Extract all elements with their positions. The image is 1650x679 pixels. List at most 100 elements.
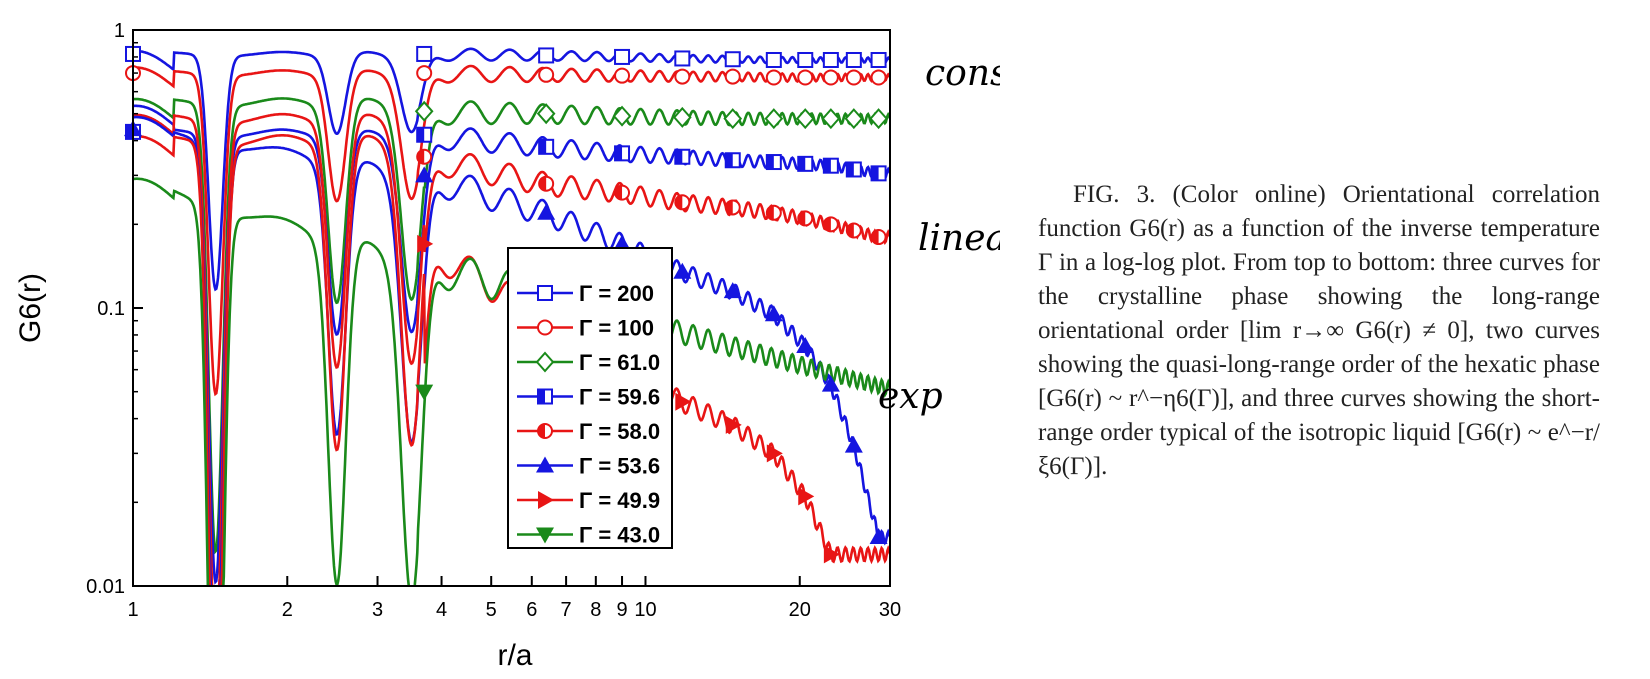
data-point bbox=[845, 161, 862, 178]
data-point bbox=[823, 545, 840, 564]
data-point bbox=[723, 282, 742, 299]
data-point bbox=[614, 145, 631, 162]
data-point bbox=[822, 216, 839, 233]
data-point bbox=[822, 69, 839, 86]
figure-caption: FIG. 3. (Color online) Orientational cor… bbox=[1038, 178, 1600, 484]
y-tick-label: 0.01 bbox=[86, 576, 125, 598]
x-tick-label: 30 bbox=[879, 599, 901, 621]
data-point bbox=[675, 392, 692, 411]
legend-box bbox=[507, 247, 673, 549]
x-tick-label: 20 bbox=[789, 599, 811, 621]
data-point bbox=[844, 436, 863, 453]
data-point bbox=[765, 154, 782, 171]
x-tick-label: 8 bbox=[590, 599, 601, 621]
legend-label: Γ = 58.0 bbox=[579, 419, 660, 444]
legend-label: Γ = 53.6 bbox=[579, 454, 660, 479]
data-point bbox=[538, 47, 555, 64]
data-point bbox=[724, 152, 741, 169]
data-point bbox=[797, 210, 814, 227]
legend-label: Γ = 61.0 bbox=[579, 350, 660, 375]
data-point bbox=[870, 165, 887, 182]
data-point bbox=[797, 155, 814, 172]
legend-label: Γ = 59.6 bbox=[579, 385, 660, 410]
data-point bbox=[674, 68, 691, 85]
annotation-exp: exp bbox=[878, 376, 943, 417]
x-tick-label: 3 bbox=[372, 599, 383, 621]
data-point bbox=[764, 305, 783, 322]
data-point bbox=[870, 229, 887, 246]
data-point bbox=[765, 204, 782, 221]
data-point bbox=[845, 51, 862, 68]
x-tick-label: 2 bbox=[282, 599, 293, 621]
data-point bbox=[536, 103, 556, 125]
data-point bbox=[821, 375, 840, 392]
data-point bbox=[765, 69, 782, 86]
x-tick-label: 6 bbox=[526, 599, 537, 621]
data-point bbox=[415, 384, 434, 401]
data-point bbox=[798, 487, 815, 506]
x-tick-label: 7 bbox=[561, 599, 572, 621]
data-point bbox=[614, 48, 631, 65]
data-point bbox=[613, 234, 632, 251]
data-point bbox=[538, 138, 555, 155]
data-point bbox=[869, 108, 888, 130]
data-point bbox=[538, 175, 555, 192]
x-tick-label: 10 bbox=[634, 599, 656, 621]
markers bbox=[124, 45, 888, 564]
legend-marker bbox=[536, 456, 554, 473]
legend-label: Γ = 43.0 bbox=[579, 523, 660, 548]
axis-ticks bbox=[132, 29, 891, 587]
legend-label: Γ = 49.9 bbox=[579, 488, 660, 513]
data-point bbox=[414, 100, 434, 122]
legend-marker bbox=[537, 285, 553, 301]
data-point bbox=[845, 222, 862, 239]
data-point bbox=[725, 415, 742, 434]
legend: Γ = 200 Γ = 100 Γ = 61.0 Γ = 59.6 Γ = 58.0 Γ … bbox=[507, 247, 673, 549]
data-point bbox=[614, 184, 631, 201]
y-axis-title: G6(r) bbox=[14, 273, 47, 343]
data-point bbox=[869, 528, 888, 545]
data-point bbox=[674, 194, 691, 211]
data-point bbox=[845, 69, 862, 86]
data-point bbox=[764, 108, 784, 130]
data-point bbox=[844, 108, 864, 130]
data-point bbox=[416, 65, 433, 82]
annotation-linear: linear bbox=[918, 218, 1000, 259]
x-tick-label: 5 bbox=[486, 599, 497, 621]
x-axis-title: r/a bbox=[497, 639, 532, 672]
series-line bbox=[133, 112, 890, 586]
legend-label: Γ = 200 bbox=[579, 281, 654, 306]
data-point bbox=[724, 68, 741, 85]
series-line bbox=[133, 64, 890, 397]
series-line bbox=[133, 104, 890, 585]
data-point bbox=[724, 199, 741, 216]
data-point bbox=[796, 336, 815, 353]
data-point bbox=[673, 262, 692, 279]
data-point bbox=[537, 203, 556, 220]
x-tick-label: 9 bbox=[616, 599, 627, 621]
legend-marker bbox=[537, 423, 553, 439]
data-point bbox=[415, 166, 434, 183]
data-point bbox=[821, 108, 841, 130]
data-point bbox=[723, 108, 743, 130]
data-point bbox=[797, 69, 814, 86]
caption-text: FIG. 3. (Color online) Orientational cor… bbox=[1038, 181, 1600, 480]
data-point bbox=[672, 106, 692, 128]
legend-marker bbox=[537, 319, 553, 336]
series-line bbox=[133, 115, 890, 586]
data-point bbox=[674, 148, 691, 165]
data-point bbox=[416, 148, 433, 165]
data-point bbox=[870, 69, 887, 86]
data-point bbox=[766, 444, 783, 463]
data-point bbox=[674, 50, 691, 67]
x-tick-label: 1 bbox=[127, 599, 138, 621]
legend-marker bbox=[536, 527, 554, 544]
data-point bbox=[416, 45, 433, 62]
x-tick-label: 4 bbox=[436, 599, 447, 621]
y-tick-label: 1 bbox=[114, 20, 125, 42]
chart: 1 2 3 4 5 6 7 8 9 10 20 30 0.01 0.1 1 r/a G6(r) Γ = 20… bbox=[14, 20, 1000, 672]
legend-label: Γ = 100 bbox=[579, 316, 654, 341]
legend-marker bbox=[535, 351, 555, 373]
data-point bbox=[416, 126, 433, 143]
